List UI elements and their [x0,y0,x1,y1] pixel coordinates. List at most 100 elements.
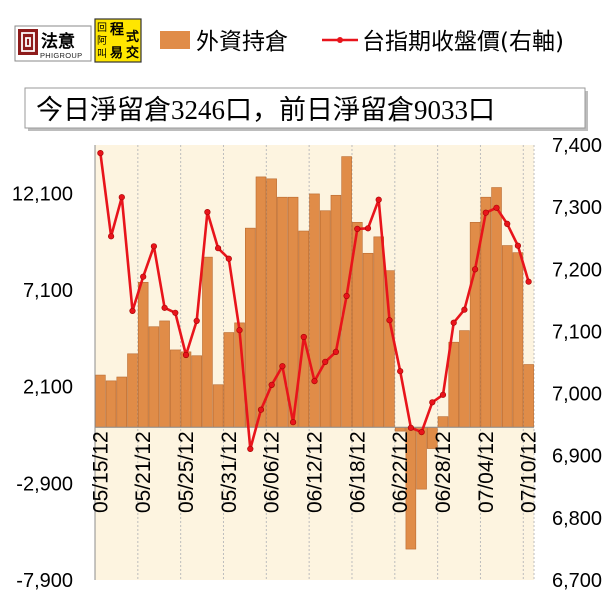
foreign-oi-bar [394,426,406,432]
phigroup-emblem-glyph-icon [21,32,35,52]
x-tick-label: 07/04/12 [475,431,498,513]
x-tick-label: 05/21/12 [132,431,155,513]
taiex-close-point [322,358,329,366]
taiex-close-point [364,225,372,232]
legend-label-bars: 外資持倉 [196,29,288,55]
foreign-oi-bar [373,236,385,428]
y-right-tick-label: 6,700 [552,570,602,592]
y-left-axis-labels: -7,900 -2,900 2,100 7,100 12,100 [12,183,73,592]
x-tick-label: 06/12/12 [304,431,327,513]
taiex-close-point [504,220,511,227]
foreign-oi-bar [309,193,320,428]
foreign-oi-bar [105,380,117,428]
foreign-oi-bar [159,320,170,428]
taiex-close-point [172,309,179,316]
x-tick-label: 05/31/12 [218,431,241,513]
foreign-oi-bars [95,156,534,550]
y-left-tick-label: 2,100 [23,377,73,399]
plot [94,145,535,580]
taiex-close-point [247,445,254,453]
foreign-oi-bar [137,281,149,428]
taiex-close-point [204,209,211,216]
taiex-close-point [343,292,350,300]
x-tick-label: 06/06/12 [261,431,284,513]
foreign-oi-bar [523,364,534,428]
taiex-close-point [300,333,307,341]
taiex-close-point [472,266,479,273]
taiex-close-point [525,278,532,285]
chart-legend: 外資持倉 台指期收盤價(右軸) [160,29,564,55]
taiex-close-point [236,327,243,334]
taiex-close-point [482,209,489,216]
y-right-axis-labels: 6,700 6,800 6,900 7,000 7,100 7,200 7,300 7,400 [552,135,602,592]
taiex-close-point [290,419,297,426]
taiex-close-point [407,424,415,431]
foreign-oi-bar [437,416,449,428]
phigroup-logo-sub: PHIGROUP [40,51,82,60]
taiex-close-point [397,368,404,375]
taiex-close-point [450,319,457,326]
y-right-tick-label: 7,200 [552,259,602,281]
foreign-oi-bar [362,252,374,428]
taiex-close-point [150,243,157,250]
foreign-oi-bar [148,326,160,428]
y-left-tick-label: 7,100 [23,280,73,302]
logo-glyph: 式 [126,29,139,45]
taiex-close-point [268,381,275,389]
taiex-close-point [182,351,190,359]
foreign-oi-bar [277,196,288,428]
foreign-oi-bar [212,384,224,428]
x-tick-label: 06/28/12 [432,431,455,513]
y-right-tick-label: 7,100 [552,321,602,343]
foreign-oi-bar [202,256,213,428]
y-left-tick-label: -7,900 [16,570,73,592]
taiex-close-point [225,255,232,262]
taiex-close-point [386,317,393,324]
y-right-tick-label: 7,400 [552,135,602,157]
y-right-tick-label: 6,800 [552,508,602,530]
summary-text: 今日淨留倉3246口，前日淨留倉9033口 [36,95,495,125]
foreign-oi-bar [298,230,310,428]
taiex-close-points [97,150,532,453]
foreign-oi-bar [512,252,524,428]
y-right-tick-label: 6,900 [552,446,602,468]
y-right-tick-label: 7,000 [552,384,602,406]
taiex-close-point [354,225,361,232]
phigroup-emblem-icon [18,29,38,55]
taiex-close-point [332,348,340,356]
summary-box-frame [24,87,586,129]
foreign-oi-bar [501,245,513,428]
logo-glyph: 程 [110,22,124,38]
taiex-close-point [97,150,104,157]
logo-glyph: 阿 [97,35,107,47]
taiex-close-point [418,429,425,436]
foreign-oi-bar [319,210,331,428]
logo-glyph: 叫 [97,48,107,60]
y-left-tick-label: -2,900 [16,473,73,495]
x-tick-label: 07/10/12 [518,431,541,513]
taiex-close-point [279,363,286,370]
taiex-close-point [514,242,522,249]
phigroup-logo-name: 法意 [41,31,75,52]
taiex-close-point [311,378,318,385]
logo-glyph: 回 [97,22,107,34]
foreign-oi-bar [180,351,192,428]
program-trading-logo: 回 阿 叫 程 式 交 易 [94,18,142,63]
legend-label-line: 台指期收盤價(右軸) [362,29,564,55]
gridlines [137,145,535,580]
logo-glyph: 易 [110,46,123,61]
taiex-close-point [439,391,447,398]
program-trading-logo-frame [94,18,142,63]
foreign-oi-bar [330,194,342,428]
foreign-oi-bar [170,349,181,428]
foreign-oi-bar [255,176,267,428]
x-tick-label: 05/25/12 [175,431,198,513]
phigroup-logo: 法意 PHIGROUP [14,25,92,62]
legend-swatch-bars [160,31,190,49]
taiex-close-point [375,196,382,203]
taiex-close-point [118,194,125,201]
x-tick-label: 06/18/12 [346,431,369,513]
x-tick-label: 05/15/12 [89,431,112,513]
